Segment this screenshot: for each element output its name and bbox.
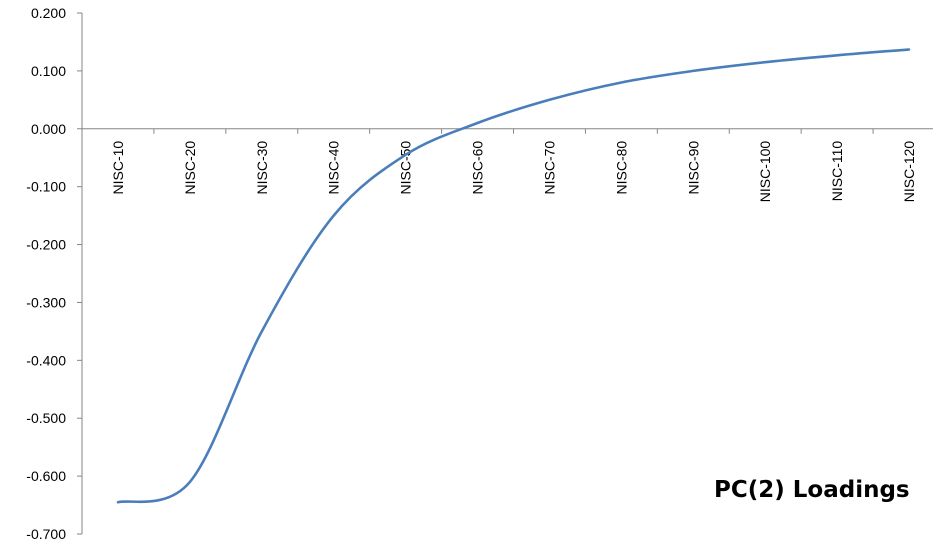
series-point: [764, 61, 766, 63]
y-tick-label: -0.200: [26, 237, 66, 253]
y-axis-tick-labels: 0.200 0.100 0.000 -0.100 -0.200 -0.300 -0.400 -…: [26, 5, 66, 542]
x-category-label: NISC-20: [182, 141, 198, 195]
y-tick-label: -0.500: [26, 410, 66, 426]
series-point: [117, 501, 119, 503]
x-category-label: NISC-40: [326, 141, 342, 195]
x-category-label: NISC-100: [757, 141, 773, 203]
series-point: [189, 481, 191, 483]
x-category-label: NISC-110: [829, 141, 845, 202]
x-category-label: NISC-70: [541, 141, 557, 195]
y-tick-label: 0.200: [31, 5, 66, 21]
x-category-label: NISC-10: [110, 141, 126, 195]
y-tick-label: -0.700: [26, 526, 66, 542]
series-points: [117, 48, 910, 503]
series-point: [333, 214, 335, 216]
y-tick-label: 0.100: [31, 63, 66, 79]
y-tick-label: -0.100: [26, 179, 66, 195]
y-tick-label: -0.300: [26, 294, 66, 310]
x-category-label: NISC-60: [470, 141, 486, 195]
x-category-label: NISC-50: [398, 141, 414, 195]
series-point: [836, 54, 838, 56]
chart-title: PC(2) Loadings: [714, 477, 910, 503]
x-category-label: NISC-30: [254, 141, 270, 195]
x-axis-tick-marks: [81, 128, 874, 134]
series-line: [116, 48, 911, 504]
x-category-label: NISC-120: [901, 141, 917, 203]
series-point: [261, 330, 263, 332]
x-axis-category-labels: NISC-10 NISC-20 NISC-30 NISC-40 NISC-50 NISC-…: [110, 141, 917, 203]
x-category-label: NISC-80: [613, 141, 629, 195]
series-point: [692, 70, 694, 72]
series-point: [404, 154, 406, 156]
y-tick-label: -0.400: [26, 352, 66, 368]
series-point: [620, 81, 622, 83]
series-point: [908, 48, 910, 50]
series-point: [548, 99, 550, 101]
series-point: [476, 122, 478, 124]
y-tick-label: 0.000: [31, 121, 66, 137]
y-tick-label: -0.600: [26, 468, 66, 484]
x-category-label: NISC-90: [685, 141, 701, 195]
y-axis-tick-marks: [77, 12, 82, 535]
